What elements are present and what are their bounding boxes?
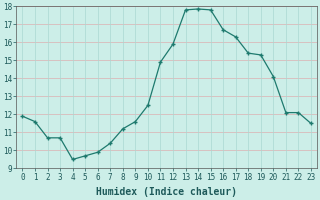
X-axis label: Humidex (Indice chaleur): Humidex (Indice chaleur)	[96, 187, 237, 197]
